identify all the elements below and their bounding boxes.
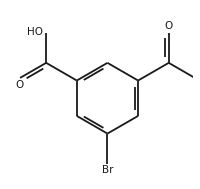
Text: Br: Br xyxy=(102,165,113,175)
Text: HO: HO xyxy=(27,27,43,37)
Text: O: O xyxy=(15,80,23,90)
Text: O: O xyxy=(165,21,173,31)
